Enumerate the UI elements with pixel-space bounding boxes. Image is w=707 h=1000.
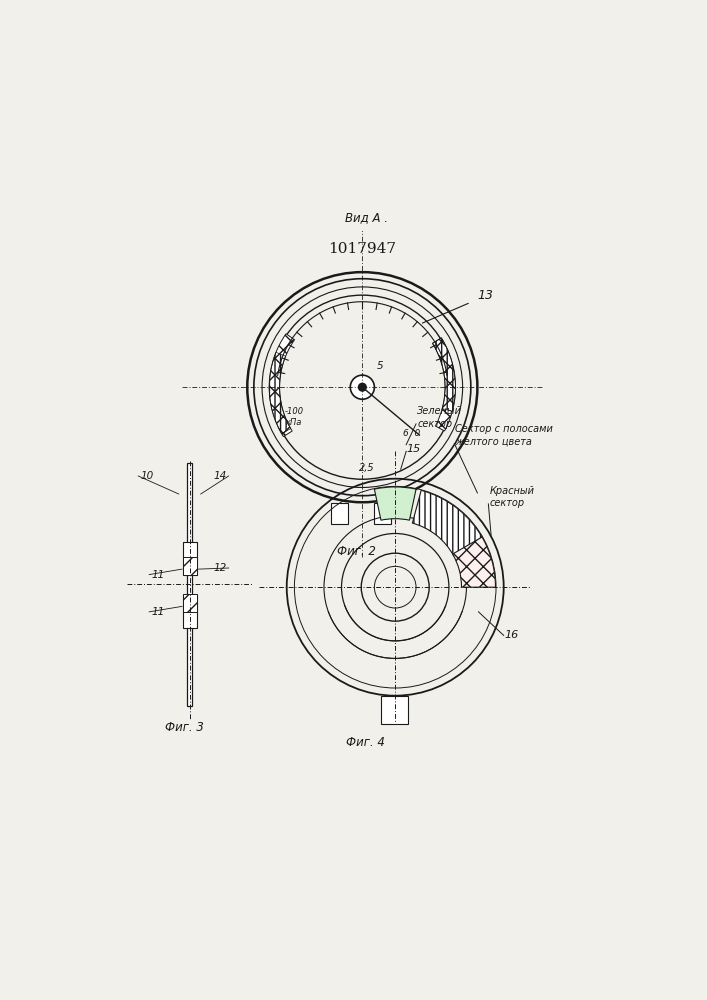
Circle shape <box>350 375 375 399</box>
Text: Фиг. 4: Фиг. 4 <box>346 736 385 749</box>
Text: 6  0: 6 0 <box>403 429 420 438</box>
FancyBboxPatch shape <box>331 503 348 524</box>
Wedge shape <box>433 338 455 431</box>
Text: 5: 5 <box>377 361 383 371</box>
Circle shape <box>358 383 367 392</box>
FancyBboxPatch shape <box>187 463 192 706</box>
FancyBboxPatch shape <box>381 696 409 724</box>
Text: 12: 12 <box>214 563 226 573</box>
Text: 11: 11 <box>151 607 165 617</box>
Wedge shape <box>269 334 295 437</box>
Text: Красный
сектор: Красный сектор <box>489 486 534 508</box>
Text: 11: 11 <box>151 570 165 580</box>
Wedge shape <box>375 487 416 520</box>
FancyBboxPatch shape <box>182 595 197 628</box>
Text: 16: 16 <box>505 630 519 640</box>
Text: Фиг. 3: Фиг. 3 <box>165 721 204 734</box>
Text: 10: 10 <box>141 471 153 481</box>
Text: 1017947: 1017947 <box>328 242 397 256</box>
Wedge shape <box>452 537 496 587</box>
Wedge shape <box>412 490 484 556</box>
Text: Фиг. 2: Фиг. 2 <box>337 545 376 558</box>
Text: 14: 14 <box>214 471 226 481</box>
Text: Вид А .: Вид А . <box>345 211 388 224</box>
Text: -100
кПа: -100 кПа <box>284 407 303 427</box>
FancyBboxPatch shape <box>182 542 197 575</box>
Text: 15: 15 <box>407 444 421 454</box>
FancyBboxPatch shape <box>375 503 392 524</box>
Text: Зеленый
сектор: Зеленый сектор <box>417 406 462 429</box>
Text: 2,5: 2,5 <box>359 463 375 473</box>
FancyBboxPatch shape <box>182 594 197 612</box>
Text: 13: 13 <box>478 289 493 302</box>
FancyBboxPatch shape <box>182 557 197 575</box>
Text: Сектор с полосами
желтого цвета: Сектор с полосами желтого цвета <box>455 424 554 446</box>
